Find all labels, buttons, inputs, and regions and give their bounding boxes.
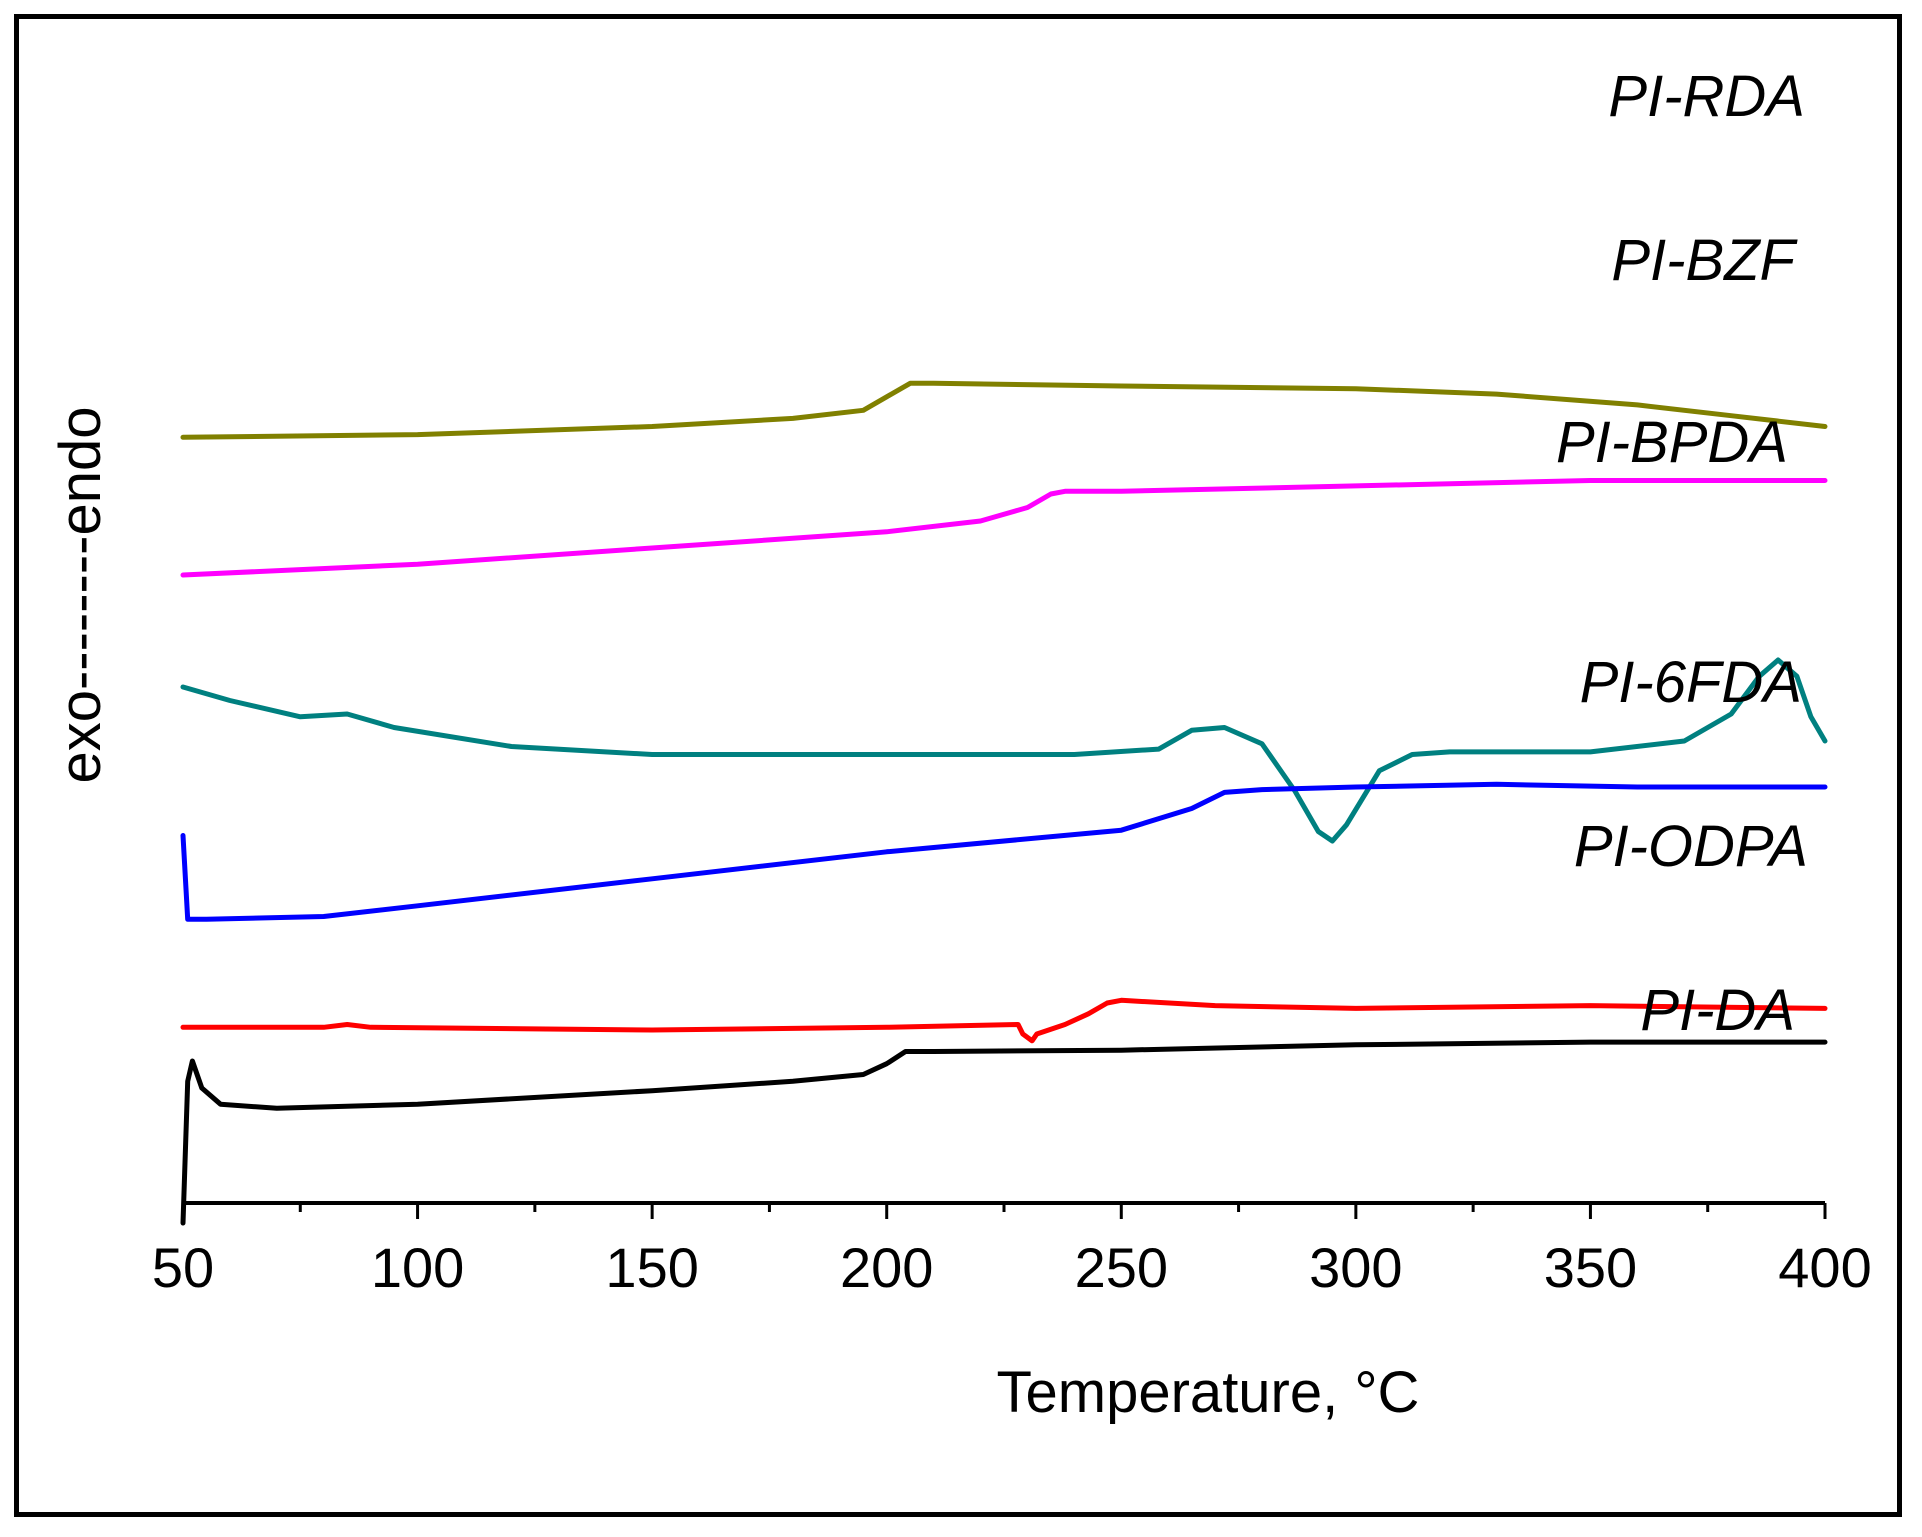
series-line-pi-da <box>180 1039 1828 1226</box>
series-label-pi-da: PI-DA <box>1640 978 1795 1043</box>
series-layer <box>180 380 1828 1226</box>
x-tick-label: 400 <box>1778 1236 1871 1299</box>
x-axis-title: Temperature, °C <box>997 1360 1420 1425</box>
x-tick-label: 300 <box>1309 1236 1402 1299</box>
x-tick-label: 50 <box>152 1236 214 1299</box>
x-axis: 50 100 150 200 250 300 350 400 <box>152 1201 1872 1299</box>
y-axis-title: exo--------endo <box>48 406 113 783</box>
series-label-pi-bzf: PI-BZF <box>1611 228 1798 293</box>
x-tick-label: 350 <box>1544 1236 1637 1299</box>
series-label-pi-rda: PI-RDA <box>1608 64 1805 129</box>
series-labels: PI-RDA PI-BZF PI-BPDA PI-6FDA PI-ODPA PI-DA <box>1556 64 1808 1043</box>
x-tick-label: 250 <box>1075 1236 1168 1299</box>
series-line-pi-bzf <box>180 478 1828 578</box>
series-label-pi-odpa: PI-ODPA <box>1574 814 1808 879</box>
series-line-pi-6fda <box>180 781 1828 922</box>
x-tick-label: 100 <box>371 1236 464 1299</box>
series-label-pi-6fda: PI-6FDA <box>1580 650 1802 715</box>
series-line-pi-rda <box>180 380 1828 440</box>
series-label-pi-bpda: PI-BPDA <box>1556 410 1788 475</box>
series-line-pi-bpda <box>180 657 1828 844</box>
x-tick-label: 200 <box>840 1236 933 1299</box>
x-tick-label: 150 <box>605 1236 698 1299</box>
figure-frame <box>14 14 1902 1517</box>
series-line-pi-odpa <box>180 997 1828 1044</box>
